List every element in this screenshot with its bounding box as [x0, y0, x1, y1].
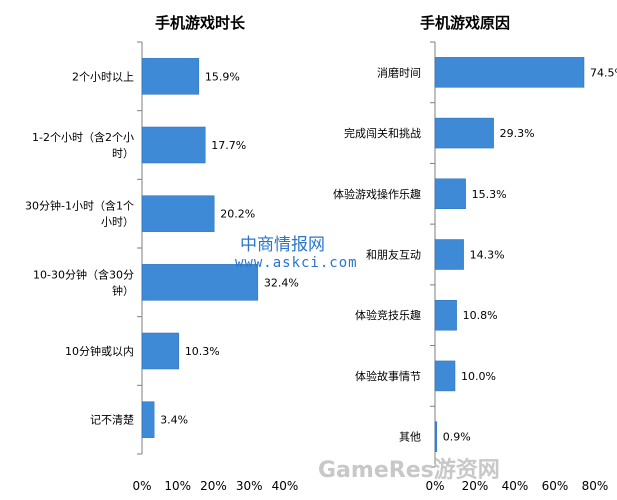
data-label: 10.3% — [185, 345, 220, 358]
bar — [141, 58, 200, 95]
bar — [434, 178, 466, 210]
data-label: 10.0% — [461, 370, 496, 383]
category-label: 小时） — [101, 216, 134, 229]
x-tick-label: 40% — [272, 479, 299, 493]
watermark-site-url: www.askci.com — [235, 255, 358, 271]
category-label: 2个小时以上 — [72, 70, 134, 83]
bar — [141, 332, 180, 370]
bar — [141, 126, 206, 164]
x-tick-label: 30% — [236, 479, 263, 493]
category-label: 10分钟或以内 — [65, 344, 134, 358]
category-label: 30分钟-1小时（含1个 — [25, 199, 134, 213]
watermark-site-name: 中商情报网 — [240, 235, 325, 255]
data-label: 32.4% — [264, 276, 299, 289]
category-label: 时） — [112, 147, 134, 160]
x-tick-label: 80% — [582, 479, 609, 493]
bar — [434, 360, 456, 392]
bar — [141, 264, 259, 301]
data-label: 20.2% — [220, 208, 255, 221]
data-label: 15.3% — [472, 188, 507, 201]
category-label: 记不清楚 — [90, 413, 134, 427]
x-tick-label: 20% — [200, 479, 227, 493]
category-label: 和朋友互动 — [366, 248, 421, 262]
reasons-bar-chart: 手机游戏原因 74.5% 消磨时间 29.3% 完成闯关和挑战 15.3% 体验游戏操作乐… — [333, 14, 617, 493]
data-label: 29.3% — [500, 127, 535, 140]
bar — [141, 195, 215, 232]
category-label: 体验竞技乐趣 — [355, 308, 421, 322]
data-label: 10.8% — [463, 309, 498, 322]
chart-play-duration: 手机游戏时长 15.9% 2个小时以上 17.7% 1-2个小时（含2个小时） 20.2… — [25, 14, 299, 493]
category-label: 消磨时间 — [377, 65, 421, 79]
bar — [141, 401, 155, 438]
chart-title: 手机游戏时长 — [155, 14, 246, 32]
bar — [434, 57, 585, 88]
category-label: 1-2个小时（含2个小 — [32, 130, 134, 144]
data-label: 3.4% — [160, 414, 188, 427]
x-tick-label: 20% — [462, 479, 489, 493]
watermark-gameres: GameRes游资网 — [318, 458, 500, 483]
chart-play-reasons: 手机游戏原因 74.5% 消磨时间 29.3% 完成闯关和挑战 15.3% 体验游戏操作乐… — [310, 0, 617, 500]
category-label: 其他 — [399, 431, 421, 444]
category-label: 体验游戏操作乐趣 — [333, 187, 421, 201]
x-tick-label: 0% — [132, 479, 151, 493]
category-label: 10-30分钟（含30分 — [33, 267, 134, 281]
data-label: 74.5% — [590, 66, 617, 79]
category-label: 完成闯关和挑战 — [344, 126, 421, 140]
x-tick-label: 40% — [502, 479, 529, 493]
x-tick-label: 0% — [425, 479, 444, 493]
data-label: 14.3% — [470, 249, 505, 262]
bar — [434, 239, 464, 270]
chart-title: 手机游戏原因 — [420, 14, 510, 32]
bar — [434, 421, 438, 452]
bar — [434, 117, 494, 149]
x-tick-label: 60% — [542, 479, 569, 493]
category-label: 钟） — [112, 283, 134, 297]
data-label: 17.7% — [211, 139, 246, 152]
bar — [434, 299, 457, 331]
x-tick-label: 10% — [164, 479, 191, 493]
category-label: 体验故事情节 — [355, 369, 421, 383]
data-label: 15.9% — [205, 70, 240, 83]
data-label: 0.9% — [443, 431, 471, 444]
